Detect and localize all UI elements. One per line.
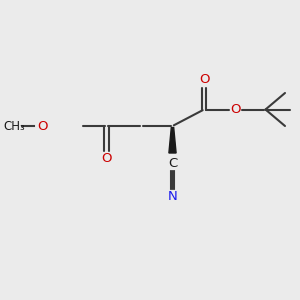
Text: CH₃: CH₃ — [4, 119, 25, 133]
Text: O: O — [230, 103, 241, 116]
Text: C: C — [168, 157, 177, 170]
Polygon shape — [169, 128, 176, 153]
Text: O: O — [37, 119, 47, 133]
Text: N: N — [168, 190, 177, 203]
Text: O: O — [101, 152, 112, 166]
Text: O: O — [199, 73, 209, 86]
